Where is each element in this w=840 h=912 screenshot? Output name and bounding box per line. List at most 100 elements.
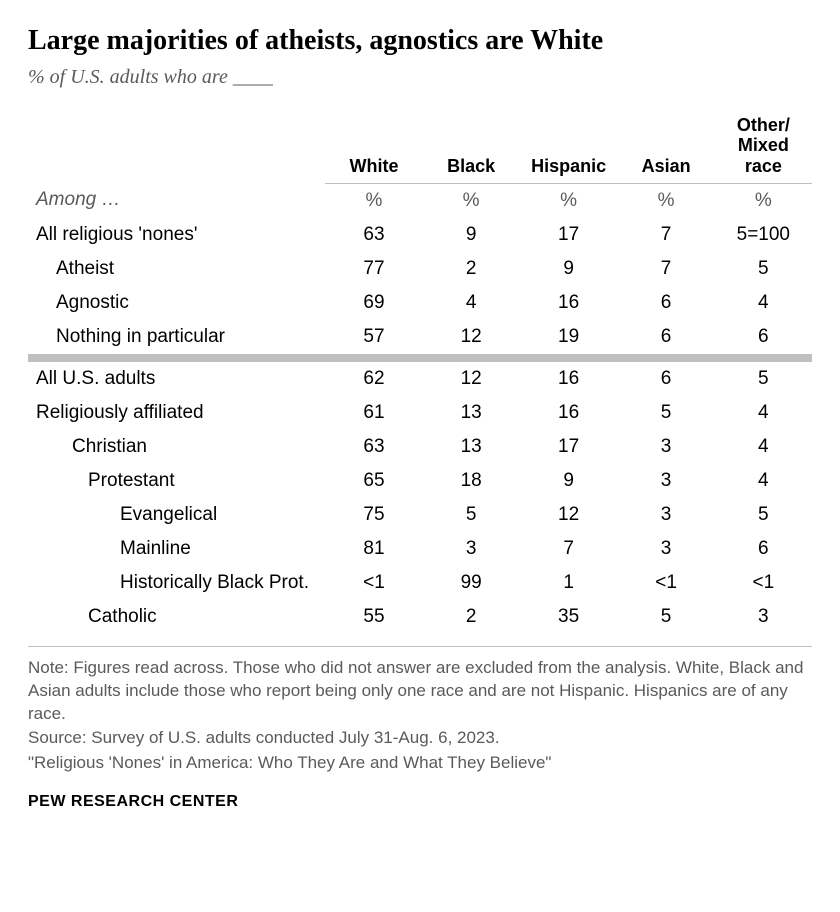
row-label: Mainline (28, 532, 325, 566)
cell-value: 13 (423, 396, 520, 430)
cell-value: 65 (325, 464, 422, 498)
pct-symbol: % (520, 183, 618, 218)
col-header: White (325, 109, 422, 184)
cell-value: 4 (423, 286, 520, 320)
cell-value: 12 (423, 362, 520, 396)
cell-value: 13 (423, 430, 520, 464)
cell-value: 5=100 (715, 218, 812, 252)
row-label: Religiously affiliated (28, 396, 325, 430)
cell-value: 7 (618, 252, 715, 286)
cell-value: 2 (423, 252, 520, 286)
cell-value: 12 (423, 320, 520, 354)
cell-value: 1 (520, 566, 618, 600)
cell-value: 6 (715, 320, 812, 354)
cell-value: 3 (715, 600, 812, 634)
col-header: Black (423, 109, 520, 184)
table-row: Catholic5523553 (28, 600, 812, 634)
cell-value: 3 (423, 532, 520, 566)
cell-value: 17 (520, 218, 618, 252)
table-row: Evangelical7551235 (28, 498, 812, 532)
row-label: Protestant (28, 464, 325, 498)
table-row: All religious 'nones'6391775=100 (28, 218, 812, 252)
cell-value: 17 (520, 430, 618, 464)
cell-value: 63 (325, 218, 422, 252)
cell-value: 9 (423, 218, 520, 252)
among-label: Among … (28, 183, 325, 218)
note-text: Note: Figures read across. Those who did… (28, 657, 812, 726)
cell-value: 3 (618, 498, 715, 532)
cell-value: 16 (520, 286, 618, 320)
table-row: Christian63131734 (28, 430, 812, 464)
chart-container: Large majorities of atheists, agnostics … (0, 0, 840, 835)
cell-value: 2 (423, 600, 520, 634)
cell-value: 19 (520, 320, 618, 354)
cell-value: 6 (618, 320, 715, 354)
cell-value: 9 (520, 464, 618, 498)
cell-value: 5 (423, 498, 520, 532)
cell-value: 4 (715, 430, 812, 464)
cell-value: 6 (618, 362, 715, 396)
table-row: Protestant6518934 (28, 464, 812, 498)
row-label: Historically Black Prot. (28, 566, 325, 600)
row-label: Christian (28, 430, 325, 464)
cell-value: 6 (715, 532, 812, 566)
table-row: Nothing in particular57121966 (28, 320, 812, 354)
cell-value: <1 (715, 566, 812, 600)
cell-value: 9 (520, 252, 618, 286)
cell-value: 61 (325, 396, 422, 430)
cell-value: 18 (423, 464, 520, 498)
pct-symbol: % (325, 183, 422, 218)
cell-value: 7 (618, 218, 715, 252)
row-label: Catholic (28, 600, 325, 634)
cell-value: 5 (618, 600, 715, 634)
table-row: Atheist772975 (28, 252, 812, 286)
cell-value: 3 (618, 464, 715, 498)
notes-block: Note: Figures read across. Those who did… (28, 646, 812, 776)
table-row: Religiously affiliated61131654 (28, 396, 812, 430)
table-body: Among …%%%%%All religious 'nones'6391775… (28, 183, 812, 634)
cell-value: 99 (423, 566, 520, 600)
pct-symbol: % (715, 183, 812, 218)
report-title: "Religious 'Nones' in America: Who They … (28, 752, 812, 775)
cell-value: 5 (715, 498, 812, 532)
chart-subtitle: % of U.S. adults who are ____ (28, 66, 812, 89)
cell-value: 12 (520, 498, 618, 532)
cell-value: <1 (325, 566, 422, 600)
cell-value: 77 (325, 252, 422, 286)
pct-symbol: % (423, 183, 520, 218)
row-label: Atheist (28, 252, 325, 286)
cell-value: 4 (715, 464, 812, 498)
cell-value: 4 (715, 396, 812, 430)
cell-value: 63 (325, 430, 422, 464)
row-label: All U.S. adults (28, 362, 325, 396)
cell-value: 16 (520, 396, 618, 430)
col-header: Other/Mixed race (715, 109, 812, 184)
source-text: Source: Survey of U.S. adults conducted … (28, 727, 812, 750)
table-row: Agnostic6941664 (28, 286, 812, 320)
cell-value: 3 (618, 532, 715, 566)
cell-value: 55 (325, 600, 422, 634)
cell-value: 62 (325, 362, 422, 396)
row-label: Evangelical (28, 498, 325, 532)
table-row: Mainline813736 (28, 532, 812, 566)
cell-value: 69 (325, 286, 422, 320)
cell-value: <1 (618, 566, 715, 600)
cell-value: 81 (325, 532, 422, 566)
row-label: Agnostic (28, 286, 325, 320)
chart-title: Large majorities of atheists, agnostics … (28, 24, 812, 58)
col-header: Hispanic (520, 109, 618, 184)
cell-value: 5 (715, 252, 812, 286)
cell-value: 75 (325, 498, 422, 532)
data-table: White Black Hispanic Asian Other/Mixed r… (28, 109, 812, 634)
col-header: Asian (618, 109, 715, 184)
among-row: Among …%%%%% (28, 183, 812, 218)
cell-value: 5 (715, 362, 812, 396)
section-divider (28, 354, 812, 362)
row-label: All religious 'nones' (28, 218, 325, 252)
cell-value: 16 (520, 362, 618, 396)
table-row: All U.S. adults62121665 (28, 362, 812, 396)
cell-value: 6 (618, 286, 715, 320)
pct-symbol: % (618, 183, 715, 218)
org-footer: PEW RESEARCH CENTER (28, 793, 812, 811)
cell-value: 7 (520, 532, 618, 566)
